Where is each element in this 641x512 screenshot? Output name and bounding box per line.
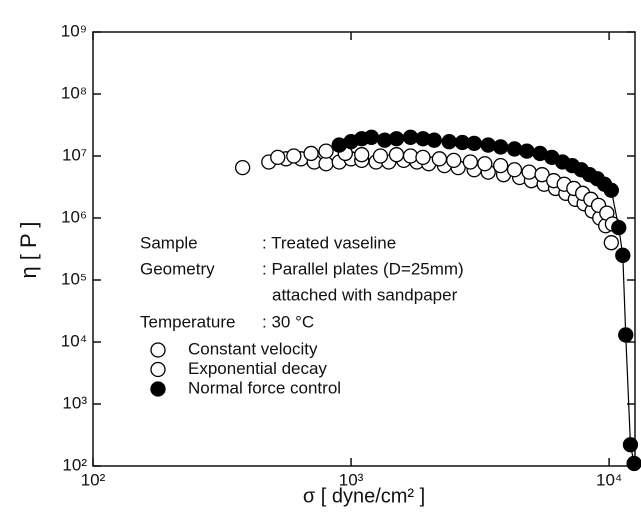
legend-marker: [150, 361, 166, 378]
legend-marker: [150, 381, 166, 397]
data-point: [603, 235, 619, 251]
data-point: [318, 156, 334, 172]
data-point: [626, 455, 641, 472]
y-tick-label: 10⁴: [61, 331, 87, 350]
data-point: [622, 437, 639, 453]
data-point: [270, 149, 286, 166]
data-point: [303, 145, 319, 162]
annotation-text: attached with sandpaper: [272, 285, 458, 304]
annotation-label: Sample: [140, 233, 198, 252]
data-point: [603, 182, 619, 198]
legend-label: Normal force control: [188, 378, 341, 397]
y-tick-label: 10⁵: [61, 269, 87, 288]
y-tick-label: 10³: [62, 393, 87, 412]
data-point: [506, 141, 523, 157]
legend-label: Constant velocity: [188, 339, 318, 358]
y-tick-label: 10⁶: [61, 207, 87, 226]
data-point: [615, 247, 631, 263]
y-tick-label: 10⁹: [61, 21, 87, 40]
y-tick-label: 10⁸: [61, 83, 87, 102]
data-point: [402, 129, 419, 145]
data-point: [388, 131, 405, 147]
data-point: [363, 129, 380, 145]
data-point: [521, 164, 537, 180]
data-point: [318, 143, 334, 159]
x-tick-label: 10⁴: [596, 470, 622, 489]
plot-frame: [92, 31, 636, 467]
data-point: [462, 154, 479, 170]
annotation-label: Temperature: [140, 312, 235, 331]
data-point: [446, 152, 462, 169]
legend-marker: [150, 342, 166, 358]
data-point: [480, 137, 496, 153]
data-point: [388, 147, 405, 163]
data-point: [611, 219, 627, 236]
data-point: [286, 148, 302, 164]
data-point: [372, 148, 389, 164]
x-axis-label: σ [ dyne/cm² ]: [303, 485, 425, 507]
data-point: [441, 134, 457, 150]
data-point: [493, 157, 509, 174]
legend-label: Exponential decay: [188, 359, 327, 378]
annotation-text: : Parallel plates (D=25mm): [262, 259, 464, 278]
x-tick-label: 10³: [339, 470, 364, 489]
data-point: [431, 151, 448, 167]
y-axis-label: η [ P ]: [16, 221, 41, 278]
data-point: [426, 132, 442, 148]
annotation-label: Geometry: [140, 259, 215, 278]
x-tick-label: 10²: [81, 470, 106, 489]
data-point: [402, 148, 419, 164]
data-point: [493, 139, 509, 155]
data-point: [354, 147, 370, 163]
y-tick-label: 10²: [62, 455, 87, 474]
data-point: [519, 143, 535, 159]
data-point: [618, 327, 634, 343]
data-point: [477, 156, 493, 172]
annotation-text: : 30 °C: [262, 312, 314, 331]
data-point: [415, 149, 431, 166]
data-point: [466, 135, 482, 151]
data-point: [506, 162, 523, 178]
y-tick-label: 10⁷: [62, 145, 87, 164]
data-point: [234, 159, 251, 176]
annotation-text: : Treated vaseline: [262, 233, 396, 252]
